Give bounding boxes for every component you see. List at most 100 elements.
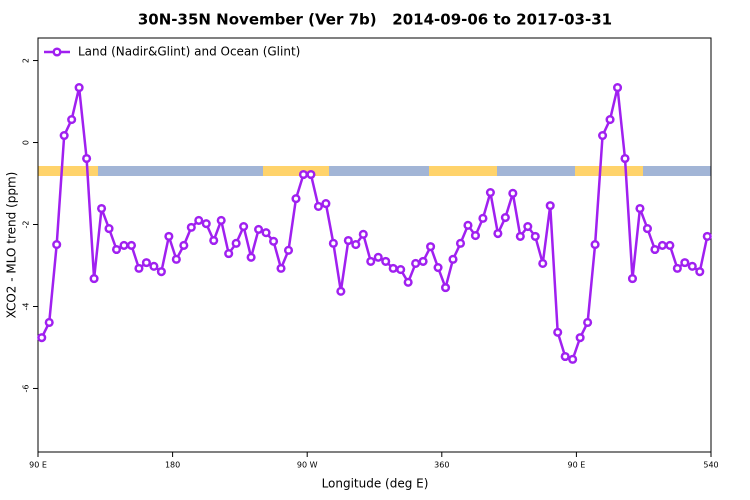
data-point [523,222,533,232]
data-point [82,153,92,164]
data-point [672,263,682,273]
data-point [111,244,122,255]
data-point [201,219,211,229]
data-point [470,231,481,241]
x-tick-label: 90 W [297,461,318,470]
y-axis-label: XCO2 - MLO trend (ppm) [5,172,19,319]
data-point [149,261,159,271]
data-point [126,240,137,250]
data-point [351,240,361,250]
data-point [336,286,346,296]
data-point [433,262,443,273]
data-point [216,215,226,225]
data-point [538,258,548,268]
data-point [665,240,675,250]
data-point [74,83,84,93]
data-point [418,256,428,266]
series-line [40,87,709,361]
data-point [515,231,525,241]
data-point [590,240,600,250]
data-point [313,201,323,212]
data-point [440,283,451,293]
data-point [635,203,645,214]
x-axis-label: Longitude (deg E) [322,477,429,491]
data-point [650,244,660,255]
legend-label: Land (Nadir&Glint) and Ocean (Glint) [78,45,300,59]
data-point [695,267,705,277]
data-point [702,231,712,241]
data-point [545,201,555,211]
data-point [620,153,630,164]
y-tick-label: 0 [22,140,31,145]
land-band [38,166,98,176]
ocean-band [38,166,711,176]
data-point [448,254,458,264]
data-point [209,235,219,246]
x-tick-label: 90 E [29,461,47,470]
data-point [358,229,368,239]
data-point [254,224,264,234]
data-point [298,169,309,180]
y-tick-label: -4 [22,302,31,310]
data-point [104,224,114,234]
data-point [164,231,174,241]
data-point [396,265,406,275]
chart-title: 30N-35N November (Ver 7b) 2014-09-06 to … [138,11,612,29]
data-point [37,333,47,343]
data-point [52,240,62,250]
data-point [119,240,129,250]
data-point [343,235,353,246]
y-tick-label: 2 [22,58,31,63]
plot-frame [37,37,712,453]
data-point [44,317,54,328]
data-point [291,194,301,204]
data-point [366,256,376,266]
land-band [263,166,329,176]
data-point [186,222,196,232]
data-point [642,224,652,234]
data-point [194,215,204,225]
land-band [575,166,643,176]
data-point [687,261,697,271]
data-point [598,131,608,141]
data-point [373,252,383,262]
data-point [261,228,271,238]
data-point [328,238,338,248]
data-point [568,354,578,364]
data-point [500,212,510,223]
data-point [560,351,570,362]
data-point [381,256,391,266]
land-ocean-band [38,166,711,176]
data-point [269,236,279,246]
x-tick-label: 180 [165,461,180,470]
data-point [493,228,503,239]
data-point [426,242,436,252]
data-point [657,240,667,250]
data-point [680,258,690,268]
data-point [485,187,495,198]
data-point [59,131,69,141]
data-point [156,267,166,277]
data-point [455,238,466,248]
data-point [411,258,421,268]
data-point [605,115,615,125]
data-point [530,231,540,241]
data-point [627,274,638,284]
y-tick-label: -2 [22,221,31,229]
land-band [429,166,497,176]
data-point [283,245,294,255]
data-point [612,83,623,93]
data-point [403,277,413,287]
data-point [321,199,331,209]
data-point [239,222,249,232]
data-point [478,213,488,223]
data-point [276,263,286,273]
data-point [575,333,585,343]
data-point [97,203,107,214]
data-point [306,169,316,180]
data-point [141,258,151,268]
y-tick-label: -6 [22,384,31,392]
data-point [171,254,181,264]
x-tick-label: 360 [434,461,449,470]
